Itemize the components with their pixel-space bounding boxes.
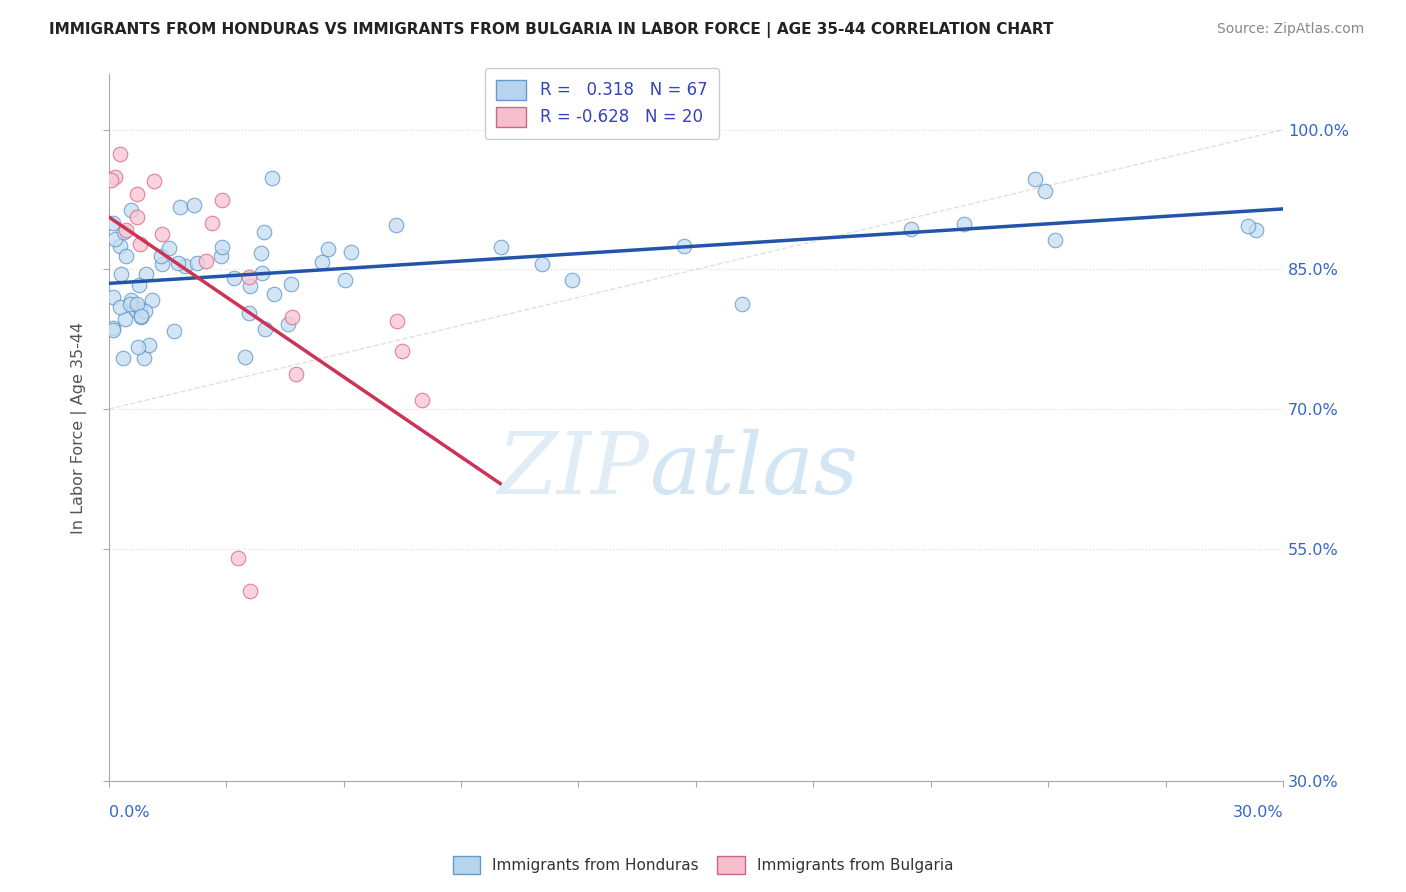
Point (127, 340, 149, 354)
Point (149, 249, 172, 263)
Point (250, 266, 273, 280)
Point (110, 267, 132, 281)
Point (211, 240, 233, 254)
Point (169, 200, 191, 214)
Point (115, 223, 138, 237)
Point (101, 290, 124, 304)
Point (238, 306, 260, 320)
Point (238, 269, 260, 284)
Point (129, 237, 152, 252)
Point (900, 222, 922, 236)
Text: ZIP: ZIP (496, 429, 650, 511)
Point (277, 317, 299, 331)
Point (120, 297, 142, 311)
Point (183, 198, 205, 212)
Point (142, 174, 165, 188)
Point (333, 273, 356, 287)
Point (114, 311, 136, 326)
Point (1237, 219, 1260, 234)
Point (110, 147, 132, 161)
Point (163, 324, 186, 338)
Point (127, 211, 149, 225)
Point (135, 268, 157, 282)
Point (233, 350, 256, 364)
Point (150, 257, 173, 271)
Point (120, 293, 142, 307)
Point (260, 171, 283, 186)
Point (239, 279, 262, 293)
Point (239, 583, 262, 598)
Point (280, 277, 302, 291)
Text: atlas: atlas (650, 429, 858, 511)
Point (1244, 223, 1267, 237)
Point (224, 270, 246, 285)
Point (141, 293, 163, 308)
Point (226, 551, 249, 566)
Point (195, 253, 218, 268)
Point (491, 239, 513, 253)
Point (1033, 184, 1056, 198)
Point (131, 309, 153, 323)
Point (530, 257, 553, 271)
Point (157, 241, 180, 255)
Point (166, 256, 188, 270)
Point (731, 296, 754, 310)
Point (131, 310, 153, 324)
Point (311, 255, 333, 269)
Point (280, 310, 302, 325)
Point (340, 244, 363, 259)
Point (385, 218, 408, 232)
Point (174, 259, 197, 273)
Point (201, 216, 224, 230)
Point (253, 226, 276, 240)
Point (209, 249, 232, 263)
Text: Source: ZipAtlas.com: Source: ZipAtlas.com (1216, 22, 1364, 37)
Point (101, 321, 124, 335)
Point (387, 314, 409, 328)
Point (561, 273, 583, 287)
Point (112, 351, 135, 365)
Point (263, 287, 285, 301)
Y-axis label: In Labor Force | Age 35-44: In Labor Force | Age 35-44 (72, 322, 87, 533)
Point (253, 322, 276, 336)
Text: IMMIGRANTS FROM HONDURAS VS IMMIGRANTS FROM BULGARIA IN LABOR FORCE | AGE 35-44 : IMMIGRANTS FROM HONDURAS VS IMMIGRANTS F… (49, 22, 1053, 38)
Point (132, 351, 155, 365)
Point (186, 255, 208, 269)
Point (112, 225, 135, 239)
Point (100, 173, 122, 187)
Point (673, 239, 696, 253)
Text: 30.0%: 30.0% (1232, 805, 1282, 820)
Point (1045, 233, 1067, 247)
Point (284, 368, 307, 382)
Legend: R =   0.318   N = 67, R = -0.628   N = 20: R = 0.318 N = 67, R = -0.628 N = 20 (485, 68, 718, 139)
Point (108, 239, 131, 253)
Point (250, 246, 273, 260)
Point (101, 216, 124, 230)
Text: 0.0%: 0.0% (108, 805, 149, 820)
Point (129, 301, 152, 316)
Point (128, 277, 150, 292)
Point (391, 344, 413, 359)
Point (411, 392, 433, 407)
Point (125, 186, 148, 201)
Legend: Immigrants from Honduras, Immigrants from Bulgaria: Immigrants from Honduras, Immigrants fro… (447, 850, 959, 880)
Point (101, 323, 124, 337)
Point (150, 227, 173, 241)
Point (104, 232, 127, 246)
Point (120, 203, 142, 218)
Point (125, 297, 148, 311)
Point (211, 194, 233, 208)
Point (953, 217, 976, 231)
Point (104, 170, 127, 185)
Point (1024, 172, 1046, 186)
Point (134, 304, 156, 318)
Point (115, 249, 138, 263)
Point (316, 242, 339, 256)
Point (125, 302, 148, 317)
Point (138, 338, 160, 352)
Point (108, 300, 131, 314)
